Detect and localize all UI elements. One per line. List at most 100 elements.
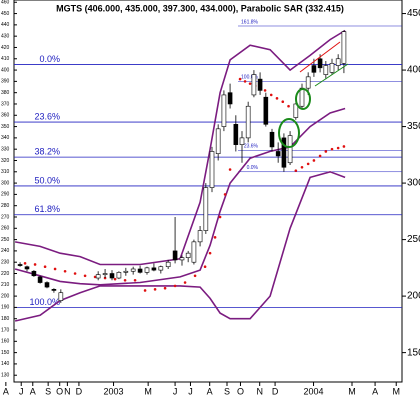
sar-dot bbox=[228, 168, 232, 171]
sar-dot bbox=[248, 82, 252, 85]
candle-body bbox=[158, 266, 164, 271]
y-tick-label: 300 bbox=[407, 178, 420, 189]
trend-line bbox=[314, 63, 349, 87]
left-tick-label: 240 bbox=[1, 248, 10, 254]
sar-dot bbox=[63, 269, 67, 273]
left-tick-label: 340 bbox=[1, 135, 10, 141]
fib-label: 50.0% bbox=[34, 175, 60, 185]
left-tick-label: 350 bbox=[1, 124, 10, 130]
sar-dot bbox=[208, 251, 212, 255]
chart-title: MGTS (406.000, 435.000, 397.300, 434.000… bbox=[56, 3, 344, 13]
x-tick-label: D bbox=[272, 386, 279, 396]
x-tick-label: D bbox=[76, 386, 83, 396]
candle-body bbox=[305, 76, 311, 89]
candle-body bbox=[24, 266, 30, 270]
candle-body bbox=[31, 270, 37, 277]
left-tick-label: 290 bbox=[1, 192, 10, 198]
sar-dot bbox=[306, 162, 310, 166]
x-tick-label: M bbox=[392, 386, 400, 396]
candle-body bbox=[165, 261, 171, 268]
candle-body bbox=[251, 74, 257, 96]
candle-body bbox=[137, 268, 143, 273]
candle-body bbox=[185, 252, 191, 258]
candle-body bbox=[221, 94, 227, 127]
fib-label: 23.6% bbox=[34, 111, 60, 121]
left-tick-label: 280 bbox=[1, 203, 10, 209]
candle-body bbox=[144, 267, 150, 273]
left-tick-label: 170 bbox=[1, 327, 10, 333]
fib-label: 100.0% bbox=[29, 297, 60, 307]
trend-line bbox=[299, 41, 341, 73]
sar-dot bbox=[183, 281, 187, 284]
x-tick-label: O bbox=[237, 386, 244, 396]
candle-body bbox=[281, 137, 287, 168]
left-tick-label: 330 bbox=[1, 147, 10, 153]
inset-fib-label: 100.0% bbox=[241, 75, 259, 81]
fib-label: 0.0% bbox=[39, 54, 60, 64]
x-tick-label: M bbox=[144, 386, 152, 396]
candle-body bbox=[233, 124, 239, 145]
sar-dot bbox=[294, 169, 298, 172]
sar-dot bbox=[213, 236, 217, 239]
left-tick-label: 300 bbox=[1, 180, 10, 186]
candle-body bbox=[197, 230, 203, 243]
left-tick-label: 440 bbox=[1, 22, 10, 28]
sar-dot bbox=[318, 154, 322, 158]
candle-body bbox=[245, 105, 251, 139]
left-tick-label: 180 bbox=[1, 316, 10, 322]
left-tick-label: 210 bbox=[1, 282, 10, 288]
left-tick-label: 160 bbox=[1, 339, 10, 345]
candle-body bbox=[17, 264, 23, 266]
left-tick-label: 150 bbox=[1, 350, 10, 356]
x-tick-label: A bbox=[372, 386, 378, 396]
sar-dot bbox=[223, 193, 227, 196]
left-tick-label: 360 bbox=[1, 113, 10, 119]
left-tick-label: 380 bbox=[1, 90, 10, 96]
candle-body bbox=[215, 128, 221, 155]
candle-body bbox=[130, 268, 136, 272]
bollinger-upper bbox=[14, 29, 346, 266]
sar-dot bbox=[23, 262, 27, 265]
candle-body bbox=[275, 151, 281, 157]
bollinger-lower bbox=[14, 170, 346, 322]
x-tick-label: A bbox=[3, 386, 9, 396]
sar-dot bbox=[275, 97, 279, 100]
sar-dot bbox=[153, 288, 157, 291]
sar-dot bbox=[218, 215, 222, 219]
sar-dot bbox=[203, 265, 207, 269]
sar-dot bbox=[312, 159, 316, 162]
candle-body bbox=[335, 58, 341, 66]
sar-dot bbox=[113, 277, 117, 281]
sar-dot bbox=[300, 165, 304, 169]
sar-dot bbox=[287, 104, 290, 108]
left-tick-label: 130 bbox=[1, 373, 10, 379]
candle-body bbox=[95, 274, 101, 279]
candle-body bbox=[341, 31, 347, 64]
candle-body bbox=[329, 62, 335, 73]
sar-dot bbox=[43, 265, 47, 269]
x-tick-label: A bbox=[207, 386, 213, 396]
candle-body bbox=[323, 65, 329, 75]
left-tick-label: 230 bbox=[1, 260, 10, 266]
candle-body bbox=[44, 282, 50, 288]
left-tick-label: 410 bbox=[1, 56, 10, 62]
sar-dot bbox=[173, 284, 177, 288]
candle-body bbox=[311, 65, 317, 73]
x-tick-label: 2003 bbox=[104, 386, 124, 396]
left-tick-label: 190 bbox=[1, 305, 10, 311]
candle-body bbox=[102, 273, 108, 275]
circle-annotation bbox=[278, 118, 300, 148]
candle-body bbox=[172, 250, 178, 261]
sar-dot bbox=[73, 272, 77, 275]
y-tick-label: 200 bbox=[407, 291, 420, 302]
sar-dot bbox=[33, 263, 37, 266]
x-tick-label: N bbox=[256, 386, 263, 396]
x-tick-label: A bbox=[30, 386, 36, 396]
candle-body bbox=[203, 187, 209, 231]
left-tick-label: 260 bbox=[1, 226, 10, 232]
sar-dot bbox=[193, 274, 197, 278]
left-tick-label: 140 bbox=[1, 361, 10, 367]
candle-body bbox=[269, 131, 275, 148]
sar-dot bbox=[336, 146, 340, 150]
left-tick-label: 420 bbox=[1, 45, 10, 51]
